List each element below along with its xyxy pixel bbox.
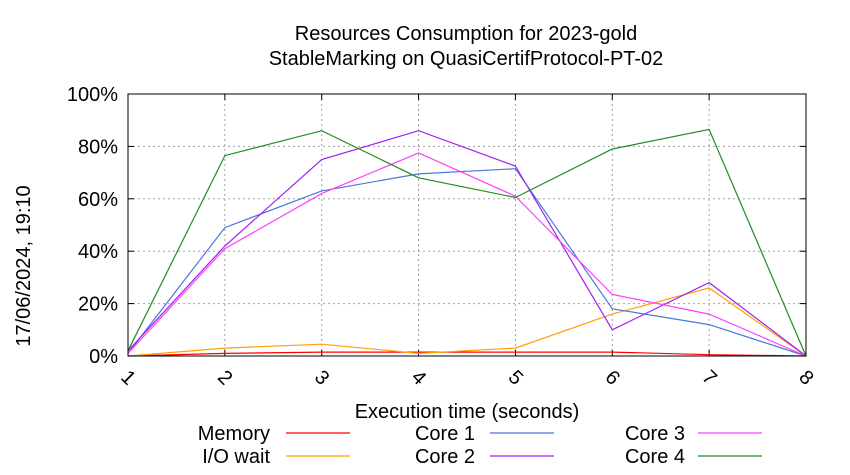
y-tick-label: 40% <box>78 241 118 263</box>
x-tick-label: 8 <box>794 366 817 389</box>
legend-label-core-2: Core 2 <box>415 446 475 468</box>
y-tick-label: 80% <box>78 136 118 158</box>
x-tick-label: 5 <box>504 366 527 389</box>
y-axis-ticks: 0% 20% 40% 60% 80% 100% <box>67 84 806 368</box>
x-axis-label: Execution time (seconds) <box>355 401 580 423</box>
legend-label-core-1: Core 1 <box>415 423 475 445</box>
series-line-core-4 <box>127 128 807 357</box>
x-tick-label: 2 <box>213 366 236 389</box>
chart-title: Resources Consumption for 2023-gold <box>295 23 637 45</box>
x-tick-label: 4 <box>407 366 430 389</box>
legend-label-core-3: Core 3 <box>625 423 685 445</box>
series-line-core-3 <box>127 152 807 357</box>
x-tick-label: 1 <box>116 366 139 389</box>
chart-subtitle: StableMarking on QuasiCertifProtocol-PT-… <box>269 48 664 70</box>
grid <box>128 94 806 356</box>
series-line-memory <box>127 351 807 357</box>
legend-label-core-4: Core 4 <box>625 446 685 468</box>
series-lines <box>127 128 807 357</box>
legend-label-i-o-wait: I/O wait <box>202 446 270 468</box>
x-tick-label: 3 <box>310 366 333 389</box>
y-tick-label: 100% <box>67 84 118 106</box>
y-tick-label: 60% <box>78 189 118 211</box>
timestamp-label: 17/06/2024, 19:10 <box>13 185 35 346</box>
series-line-core-1 <box>127 168 807 357</box>
plot-frame <box>127 93 807 357</box>
x-tick-label: 7 <box>697 366 720 389</box>
series-line-i-o-wait <box>127 287 807 357</box>
legend-label-memory: Memory <box>198 423 270 445</box>
series-line-core-2 <box>127 130 807 357</box>
x-tick-label: 6 <box>601 366 624 389</box>
y-tick-label: 20% <box>78 294 118 316</box>
y-tick-label: 0% <box>89 346 118 368</box>
